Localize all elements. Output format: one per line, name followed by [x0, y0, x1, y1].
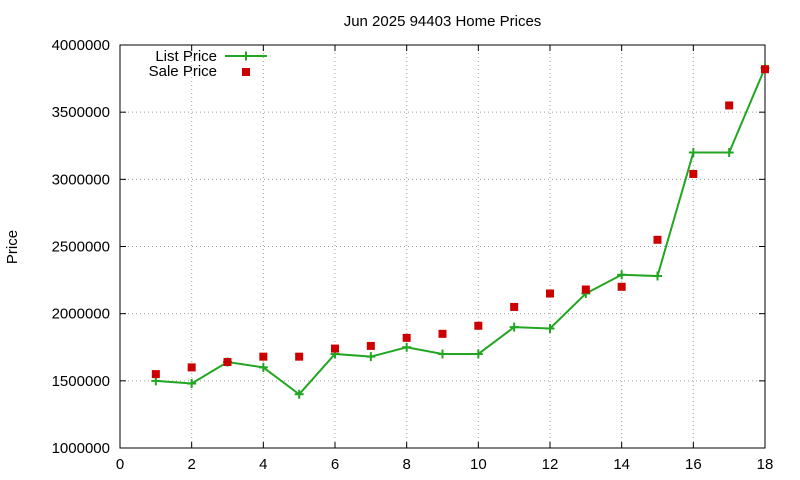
sale-price-point: [366, 341, 375, 350]
list-price-point: [438, 349, 447, 359]
sale-price-point: [402, 333, 411, 342]
y-tick-label: 1500000: [52, 373, 110, 390]
list-price-point: [473, 349, 483, 359]
y-tick-label: 3500000: [52, 104, 110, 121]
x-tick-label: 10: [470, 456, 487, 473]
sale-price-point: [725, 101, 734, 110]
list-price-point: [366, 352, 376, 362]
list-price-point: [258, 362, 268, 372]
list-price-point: [509, 322, 519, 332]
list-price-line: [155, 67, 766, 396]
sale-price-point: [761, 65, 769, 74]
chart-title: Jun 2025 94403 Home Prices: [344, 13, 542, 30]
grid-layer: [120, 45, 765, 448]
x-tick-label: 2: [187, 456, 195, 473]
sale-price-point: [689, 169, 698, 178]
sale-price-point: [653, 235, 662, 244]
list-price-point: [653, 271, 662, 281]
x-tick-label: 12: [542, 456, 559, 473]
x-tick-label: 14: [613, 456, 630, 473]
list-price-point: [688, 147, 698, 157]
x-tick-label: 16: [685, 456, 702, 473]
sale-price-point: [259, 352, 268, 361]
sale-price-point: [295, 352, 304, 361]
x-tick-label: 4: [259, 456, 267, 473]
sale-price-point: [438, 329, 447, 338]
ticks-layer: 0 2 4 6 8 10 12 14 16 18 1000000 1500000 2000000 2500…: [52, 37, 774, 473]
x-tick-label: 6: [331, 456, 339, 473]
list-price-point: [724, 147, 734, 157]
y-tick-label: 4000000: [52, 37, 110, 54]
legend: List Price Sale Price: [149, 48, 267, 80]
sale-price-point: [581, 285, 590, 294]
legend-marker-sale-price: [242, 68, 250, 76]
list-price-point: [545, 323, 555, 333]
sale-price-point: [474, 321, 483, 330]
list-price-point: [402, 342, 412, 352]
y-tick-label: 2000000: [52, 306, 110, 323]
sale-price-point: [510, 302, 519, 311]
y-tick-label: 3000000: [52, 171, 110, 188]
sale-price-point: [546, 289, 554, 298]
legend-label-list-price: List Price: [155, 48, 217, 65]
y-tick-label: 1000000: [52, 440, 110, 457]
sale-price-point: [151, 370, 160, 379]
sale-price-point: [617, 282, 626, 291]
sale-price-point: [223, 358, 232, 367]
x-tick-label: 18: [757, 456, 774, 473]
list-price-point: [294, 389, 304, 399]
legend-marker-list-price: [241, 51, 251, 61]
y-tick-label: 2500000: [52, 239, 110, 256]
sale-price-point: [187, 363, 196, 372]
sale-price-point: [331, 344, 339, 353]
x-tick-label: 8: [402, 456, 410, 473]
legend-label-sale-price: Sale Price: [149, 63, 217, 80]
x-tick-label: 0: [116, 456, 124, 473]
list-price-point: [187, 379, 197, 389]
series-layer: [151, 63, 770, 399]
list-price-point: [617, 270, 627, 280]
y-axis-title: Price: [4, 230, 21, 264]
